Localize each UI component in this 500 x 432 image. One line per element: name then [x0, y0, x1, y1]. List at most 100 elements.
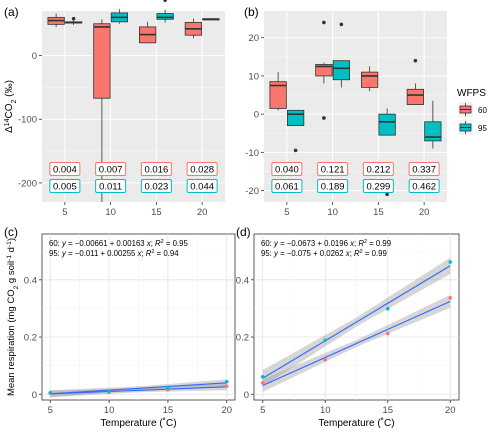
- x-axis-label: Temperature (˚C): [100, 417, 176, 429]
- legend-label-60: 60: [478, 106, 487, 115]
- y-axis-label: Δ14CO2 (‰): [4, 80, 18, 133]
- x-tick-label: 10: [105, 207, 116, 218]
- annotation-value-60: 0.004: [53, 165, 77, 176]
- legend: WFPS 60 95: [457, 88, 487, 135]
- annotation-value-60: 0.212: [366, 165, 390, 176]
- y-axis-label: Mean respiration (mg CO2 g soil-1 d-1): [6, 238, 20, 396]
- box-60: [315, 64, 333, 77]
- panel-label-0: (a): [4, 5, 19, 19]
- data-point-60: [260, 381, 265, 385]
- data-point-60: [323, 357, 328, 362]
- annotation-value-60: 0.040: [275, 165, 299, 176]
- y-tick-label: 0: [32, 390, 37, 401]
- annotation-box-95: [49, 179, 81, 193]
- annotation-value-60: 0.337: [412, 165, 436, 176]
- y-tick-label: -10: [245, 148, 259, 159]
- annotation-value-95: 0.023: [144, 182, 168, 193]
- y-tick-label: 0: [254, 110, 259, 121]
- box-60: [406, 88, 425, 105]
- y-tick-label: 0.2: [236, 333, 249, 344]
- box-60: [93, 23, 111, 99]
- box-95: [332, 60, 350, 81]
- annotation-value-95: 0.299: [366, 182, 390, 193]
- box-60: [361, 71, 379, 88]
- outlier-point: [293, 148, 298, 153]
- y-tick-label: 0: [244, 390, 249, 401]
- y-tick-label: -20: [245, 186, 259, 197]
- annotation-value-95: 0.011: [99, 182, 122, 193]
- annotation-value-60: 0.121: [321, 165, 345, 176]
- data-point-95: [323, 338, 328, 342]
- outlier-point: [322, 20, 326, 25]
- annotation-box-60: [362, 162, 394, 176]
- box-95: [424, 121, 442, 142]
- y-tick-label: 0.4: [236, 275, 249, 286]
- annotation-box-95: [408, 179, 440, 193]
- data-point-95: [224, 379, 229, 384]
- regression-line-60: [50, 386, 227, 395]
- legend-label-95: 95: [478, 124, 487, 133]
- annotation-box-95: [362, 179, 394, 193]
- annotation-box-95: [186, 179, 218, 193]
- x-tick-label: 15: [151, 207, 162, 218]
- y-tick-label: 0: [32, 51, 37, 62]
- outlier-point: [339, 22, 344, 27]
- data-point-60: [448, 296, 453, 300]
- panel-label-1: (b): [244, 5, 259, 19]
- box-95: [286, 109, 305, 126]
- x-tick-label: 15: [163, 405, 174, 416]
- x-tick-label: 20: [445, 405, 456, 416]
- data-point-95: [166, 385, 170, 390]
- regression-equation-1: 95: y = −0.075 + 0.0262 x; R2 = 0.99: [261, 249, 387, 258]
- annotation-box-60: [186, 162, 218, 176]
- x-tick-label: 20: [419, 207, 430, 218]
- regression-equation-1: 95: y = −0.011 + 0.00255 x; R2 = 0.94: [49, 249, 179, 258]
- annotation-box-95: [140, 179, 172, 193]
- data-point-95: [260, 375, 265, 379]
- x-tick-label: 5: [284, 207, 289, 218]
- y-tick-label: 20: [248, 33, 259, 44]
- box-60: [269, 81, 287, 109]
- panel-a: (a) 0 -100 -200 5 10 15 20 0.004 0.005 0.007 0.011 0…: [4, 0, 225, 218]
- outlier-point: [385, 192, 389, 197]
- annotation-box-60: [317, 162, 349, 176]
- annotation-value-95: 0.462: [412, 182, 436, 193]
- annotation-value-95: 0.044: [190, 182, 214, 193]
- x-tick-label: 5: [260, 405, 265, 416]
- x-tick-label: 15: [373, 207, 384, 218]
- annotation-box-60: [408, 162, 440, 176]
- x-axis-label: Temperature (˚C): [318, 417, 394, 429]
- outlier-point: [163, 0, 167, 2]
- y-tick-label: 0.4: [24, 275, 37, 286]
- outlier-point: [413, 58, 418, 63]
- panel-c: (c) 0 0.2 0.4 5 10 15 20 60: y = −0.00661 + 0.00…: [4, 225, 236, 429]
- annotation-box-95: [271, 179, 303, 193]
- x-tick-label: 5: [48, 405, 53, 416]
- annotation-box-60: [271, 162, 303, 176]
- box-95: [378, 113, 396, 136]
- annotation-box-60: [95, 162, 127, 176]
- y-tick-label: -200: [18, 178, 37, 189]
- box-95: [156, 13, 174, 20]
- panel-d: (d) 0 0.2 0.4 5 10 15 20 60: y = −0.0673 + 0.019…: [236, 225, 460, 429]
- y-tick-label: 0.2: [24, 333, 37, 344]
- data-point-60: [224, 384, 229, 389]
- regression-equation-0: 60: y = −0.00661 + 0.00163 x; R2 = 0.95: [49, 239, 188, 248]
- panel-label-3: (d): [236, 225, 251, 239]
- annotation-value-95: 0.189: [321, 182, 345, 193]
- data-point-95: [107, 389, 111, 393]
- annotation-value-95: 0.061: [275, 182, 299, 193]
- annotation-box-60: [140, 162, 172, 176]
- regression-equation-0: 60: y = −0.0673 + 0.0196 x; R2 = 0.99: [261, 239, 391, 248]
- data-point-60: [385, 331, 390, 336]
- data-point-95: [48, 391, 53, 395]
- regression-line-95: [262, 265, 451, 379]
- annotation-value-60: 0.007: [99, 165, 123, 176]
- x-tick-label: 5: [62, 207, 67, 218]
- x-tick-label: 20: [197, 207, 208, 218]
- outlier-point: [322, 116, 326, 120]
- regression-line-60: [262, 300, 451, 386]
- annotation-box-60: [49, 162, 81, 176]
- panel-b: (b) 20 10 0 -10 -20 5 10 15 20 0.040 0.061 0.121 0.18…: [244, 5, 447, 218]
